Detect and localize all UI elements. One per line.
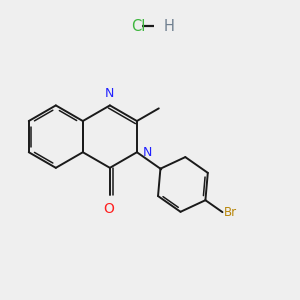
Text: N: N (142, 146, 152, 159)
Text: H: H (164, 19, 174, 34)
Text: Br: Br (224, 206, 237, 219)
Text: N: N (105, 87, 115, 100)
Text: Cl: Cl (131, 19, 145, 34)
Text: O: O (103, 202, 114, 216)
